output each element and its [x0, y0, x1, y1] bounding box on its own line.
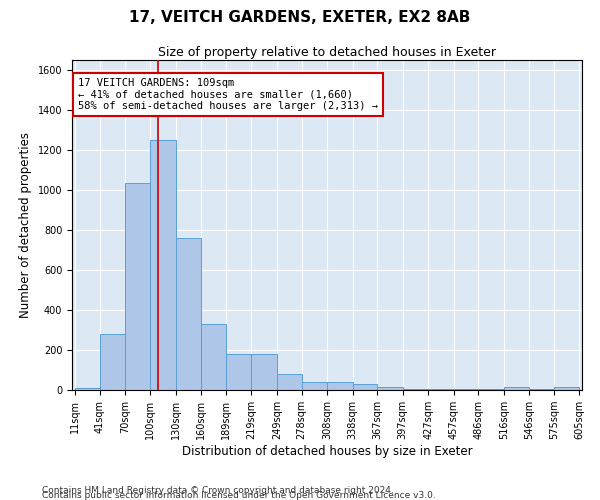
Bar [302, 382, 327, 390]
Bar [377, 387, 403, 390]
Bar [226, 354, 251, 390]
Bar [125, 183, 150, 390]
X-axis label: Distribution of detached houses by size in Exeter: Distribution of detached houses by size … [182, 445, 472, 458]
Bar [176, 238, 201, 390]
Bar [327, 382, 353, 390]
Bar [554, 387, 580, 390]
Text: 17 VEITCH GARDENS: 109sqm
← 41% of detached houses are smaller (1,660)
58% of se: 17 VEITCH GARDENS: 109sqm ← 41% of detac… [78, 78, 378, 111]
Bar [504, 387, 529, 390]
Bar [201, 324, 226, 390]
Bar [251, 354, 277, 390]
Bar [353, 384, 377, 390]
Bar [74, 388, 100, 390]
Text: Contains HM Land Registry data © Crown copyright and database right 2024.: Contains HM Land Registry data © Crown c… [42, 486, 394, 495]
Bar [277, 374, 302, 390]
Bar [150, 140, 176, 390]
Y-axis label: Number of detached properties: Number of detached properties [19, 132, 32, 318]
Title: Size of property relative to detached houses in Exeter: Size of property relative to detached ho… [158, 46, 496, 59]
Bar [100, 334, 125, 390]
Text: Contains public sector information licensed under the Open Government Licence v3: Contains public sector information licen… [42, 491, 436, 500]
Text: 17, VEITCH GARDENS, EXETER, EX2 8AB: 17, VEITCH GARDENS, EXETER, EX2 8AB [130, 10, 470, 25]
